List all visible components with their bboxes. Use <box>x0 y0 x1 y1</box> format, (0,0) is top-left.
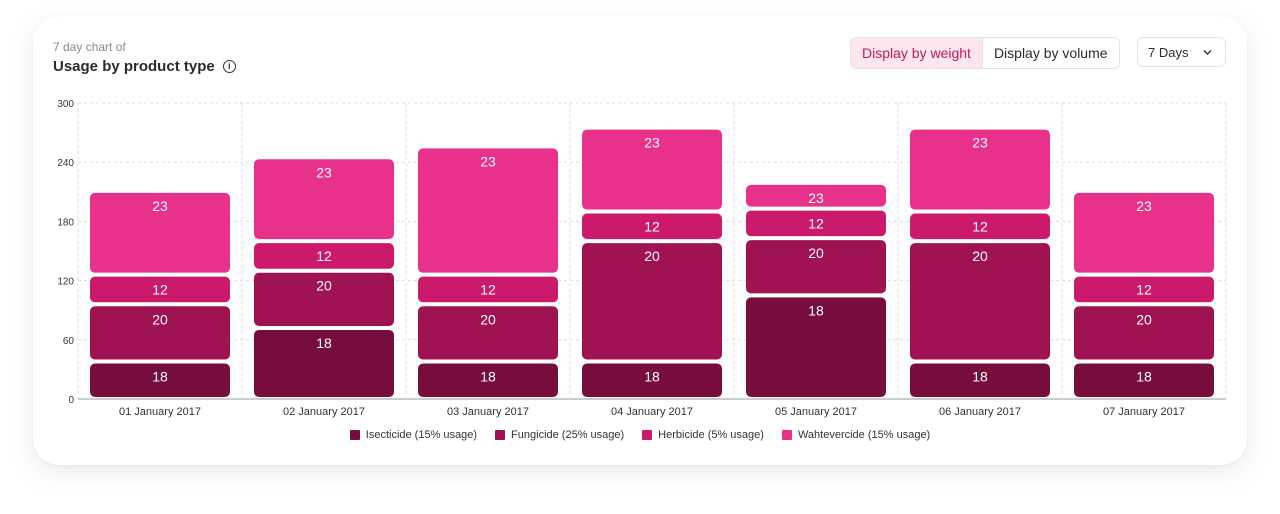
bar-segment <box>910 243 1050 360</box>
y-tick-label: 0 <box>68 395 74 406</box>
bar-segment <box>90 363 230 397</box>
x-tick-label: 02 January 2017 <box>283 406 365 418</box>
bar-segment <box>746 297 886 397</box>
bar-value-label: 12 <box>152 282 168 298</box>
x-tick-label: 04 January 2017 <box>611 406 693 418</box>
bar-value-label: 12 <box>480 282 496 298</box>
x-tick-label: 06 January 2017 <box>939 406 1021 418</box>
display-by-weight-button[interactable]: Display by weight <box>851 38 982 68</box>
bar-segment <box>582 213 722 240</box>
bar-value-label: 23 <box>808 190 824 206</box>
bar-segment <box>910 129 1050 210</box>
display-mode-toggle: Display by weight Display by volume <box>850 37 1120 69</box>
bar-value-label: 23 <box>480 153 496 169</box>
legend-swatch <box>495 430 506 440</box>
bar-segment <box>418 363 558 397</box>
bar-value-label: 20 <box>808 245 824 261</box>
chart-subtitle: 7 day chart of <box>53 40 126 54</box>
bar-segment <box>746 184 886 207</box>
bar-segment <box>418 148 558 273</box>
bar-segment <box>254 272 394 326</box>
bar-segment <box>90 276 230 303</box>
bar-value-label: 23 <box>152 198 168 214</box>
bar-segment <box>1074 276 1214 303</box>
chevron-down-icon <box>1203 49 1212 55</box>
bar-value-label: 18 <box>316 335 332 351</box>
bar-segment <box>418 306 558 360</box>
legend-swatch <box>349 430 360 440</box>
bar-segment <box>1074 363 1214 397</box>
chart-title-row: Usage by product type i <box>53 58 236 75</box>
bar-value-label: 18 <box>808 302 824 318</box>
y-tick-label: 180 <box>57 217 74 228</box>
chart-legend: Isecticide (15% usage) Fungicide (25% usa… <box>0 429 1280 441</box>
bar-value-label: 20 <box>152 311 168 327</box>
x-tick-label: 03 January 2017 <box>447 406 529 418</box>
legend-item[interactable]: Wahtevercide (15% usage) <box>781 429 931 441</box>
bar-segment <box>910 213 1050 240</box>
legend-label: Herbicide (5% usage) <box>658 429 764 441</box>
bar-value-label: 20 <box>316 278 332 294</box>
bar-segment <box>254 243 394 269</box>
y-tick-label: 60 <box>63 336 75 347</box>
legend-item[interactable]: Isecticide (15% usage) <box>349 429 478 441</box>
bar-segment <box>582 363 722 397</box>
bar-value-label: 20 <box>1136 311 1152 327</box>
display-by-volume-button[interactable]: Display by volume <box>981 38 1119 68</box>
bar-segment <box>90 306 230 360</box>
y-tick-label: 300 <box>57 99 74 110</box>
legend-swatch <box>642 430 653 440</box>
bar-value-label: 18 <box>152 369 168 385</box>
bar-value-label: 23 <box>644 135 660 151</box>
bar-segment <box>582 243 722 360</box>
bar-value-label: 20 <box>972 248 988 264</box>
bar-value-label: 23 <box>972 135 988 151</box>
bar-segment <box>1074 192 1214 273</box>
bar-value-label: 20 <box>644 248 660 264</box>
bar-value-label: 12 <box>316 248 332 264</box>
bar-value-label: 20 <box>480 311 496 327</box>
x-tick-label: 01 January 2017 <box>119 406 201 418</box>
bar-value-label: 12 <box>808 216 824 232</box>
bar-value-label: 23 <box>316 164 332 180</box>
legend-swatch <box>781 430 792 440</box>
x-tick-label: 07 January 2017 <box>1103 406 1185 418</box>
bar-segment <box>582 129 722 210</box>
legend-item[interactable]: Herbicide (5% usage) <box>642 429 764 441</box>
legend-label: Wahtevercide (15% usage) <box>797 429 931 441</box>
bar-segment <box>746 210 886 237</box>
bar-segment <box>746 240 886 294</box>
bar-value-label: 12 <box>972 219 988 235</box>
bar-segment <box>254 329 394 397</box>
bar-value-label: 18 <box>480 369 496 385</box>
x-tick-label: 05 January 2017 <box>775 406 857 418</box>
period-select[interactable]: 7 Days <box>1137 37 1226 67</box>
bar-value-label: 18 <box>972 369 988 385</box>
bar-segment <box>90 192 230 273</box>
legend-label: Isecticide (15% usage) <box>365 429 478 441</box>
bar-segment <box>254 159 394 240</box>
period-select-value: 7 Days <box>1148 44 1189 60</box>
info-icon[interactable]: i <box>222 60 236 73</box>
bar-value-label: 12 <box>1136 282 1152 298</box>
chart-title: Usage by product type <box>53 58 215 75</box>
bar-value-label: 23 <box>1136 198 1152 214</box>
bar-value-label: 12 <box>644 219 660 235</box>
legend-label: Fungicide (25% usage) <box>511 429 625 441</box>
bar-value-label: 18 <box>1136 369 1152 385</box>
bar-segment <box>1074 306 1214 360</box>
y-tick-label: 120 <box>57 277 74 288</box>
bar-value-label: 18 <box>644 369 660 385</box>
legend-item[interactable]: Fungicide (25% usage) <box>495 429 624 441</box>
bar-segment <box>418 276 558 303</box>
bar-segment <box>910 363 1050 397</box>
y-tick-label: 240 <box>57 158 74 169</box>
